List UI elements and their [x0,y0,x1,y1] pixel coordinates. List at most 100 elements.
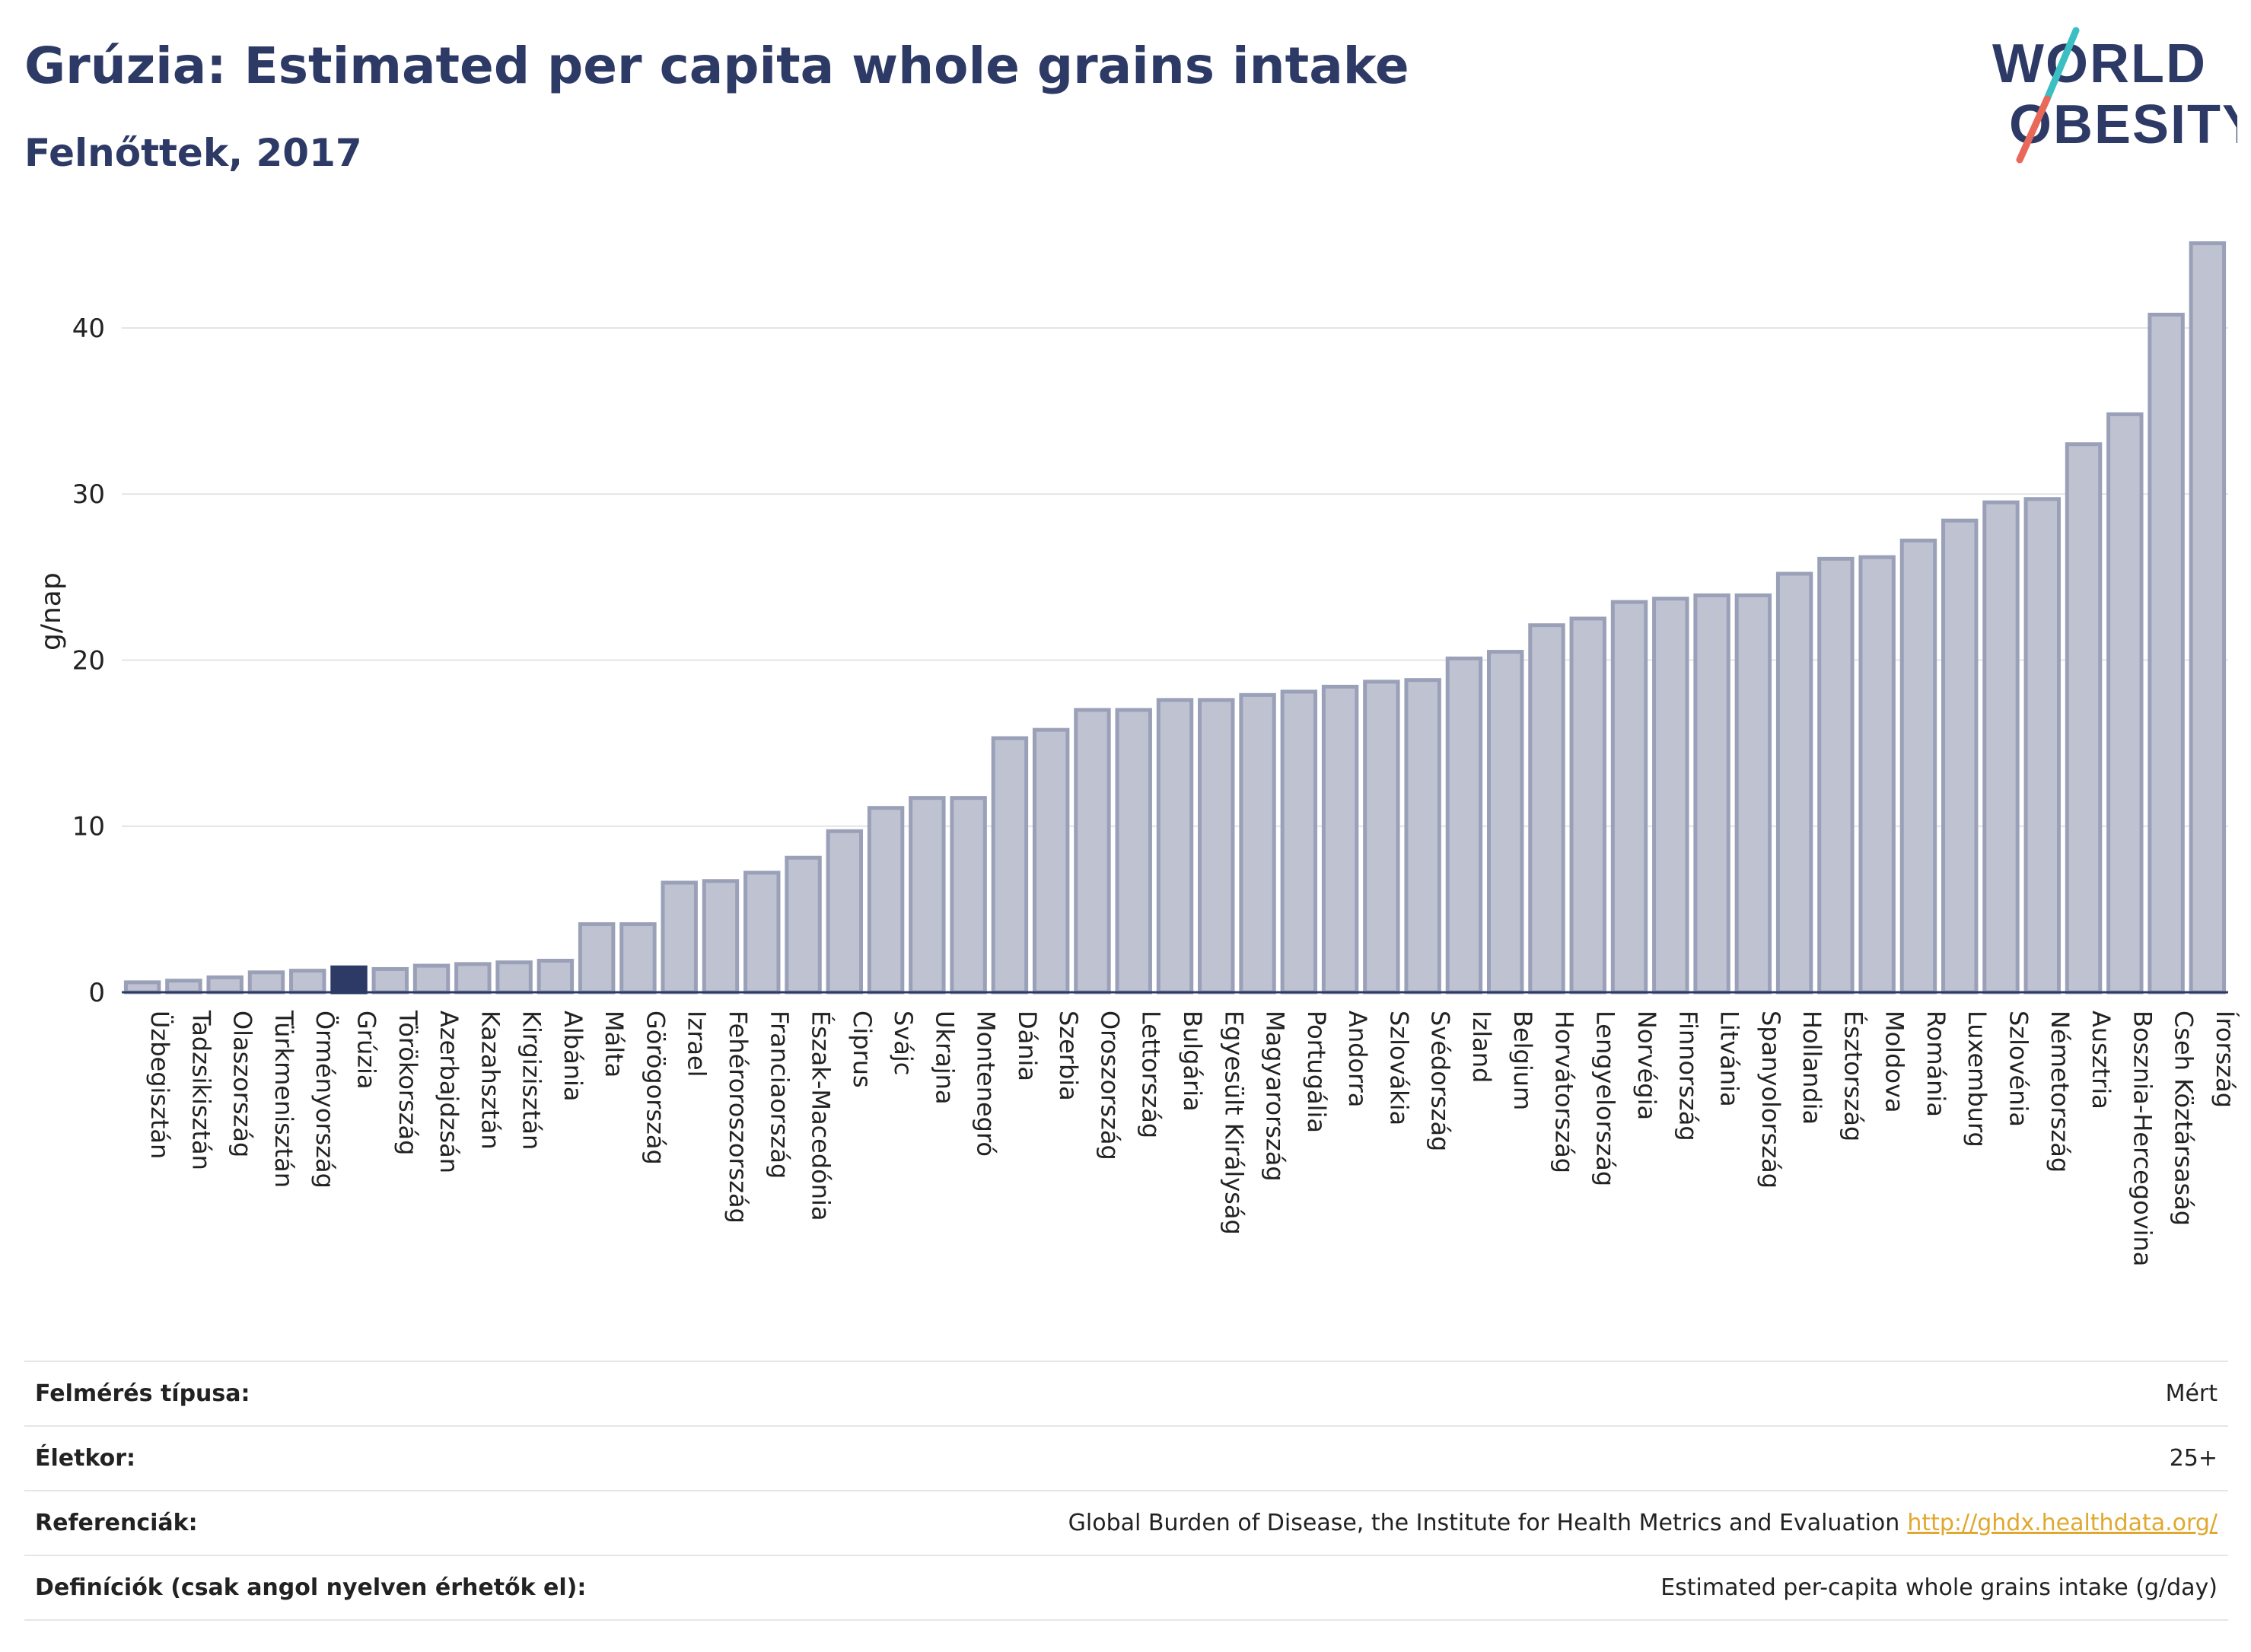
meta-row: Életkor: 25+ [24,1425,2228,1490]
x-tick-label: Üzbegisztán [145,1011,174,1159]
meta-value-text: 25+ [2169,1445,2218,1472]
x-tick-label: Görögország [641,1011,670,1165]
x-tick-label: Belgium [1508,1011,1537,1110]
meta-value: Global Burden of Disease, the Institute … [1068,1510,2228,1536]
x-tick-label: Ciprus [848,1011,877,1088]
meta-value-text: Mért [2165,1380,2218,1407]
chart-title: Grúzia: Estimated per capita whole grain… [24,37,1409,95]
logo-slash-coral [2016,95,2051,164]
bar [165,979,202,995]
x-tick-label: Izrael [683,1011,712,1077]
x-tick-label: Svájc [889,1011,918,1075]
bar [2148,312,2185,995]
reference-link[interactable]: http://ghdx.healthdata.org/ [1907,1510,2218,1536]
bar [1156,698,1194,995]
bar [867,806,905,995]
y-tick-label: 10 [72,812,105,842]
bar [1445,656,1483,995]
x-tick-label: Montenegró [972,1011,1001,1157]
x-tick-label: Szlovákia [1384,1011,1413,1125]
bar [2065,442,2103,995]
x-tick-label: Málta [600,1011,629,1077]
x-tick-label: Azerbajdzsán [435,1011,463,1173]
bar [1899,538,1937,995]
bar [536,959,575,995]
bar [1528,623,1565,995]
bar [412,963,451,995]
x-tick-label: Örményország [310,1011,339,1189]
bar [1486,650,1524,995]
x-tick-label: Hollandia [1797,1011,1826,1125]
world-obesity-logo: WORLD OBESITY [1992,27,2237,164]
logo-text-world: WORLD [1992,33,2207,94]
bar [661,880,698,995]
meta-label: Életkor: [35,1445,136,1472]
bar [826,829,864,995]
x-tick-label: Oroszország [1095,1011,1124,1160]
x-tick-label: Szlovénia [2004,1011,2033,1127]
bar [371,966,409,995]
bar [578,922,616,995]
logo-slash-teal [2043,27,2080,103]
x-tick-label: Ukrajna [930,1011,959,1105]
bar [1363,680,1400,995]
x-tick-label: Bulgária [1178,1011,1207,1112]
x-tick-label: Izland [1467,1011,1496,1083]
bar [2189,241,2227,995]
x-tick-label: Románia [1921,1011,1950,1117]
bar [991,736,1029,995]
x-tick-label: Olaszország [228,1011,257,1157]
bar [1569,616,1606,995]
bar [247,970,285,995]
meta-label: Referenciák: [35,1510,198,1536]
meta-value-text: Global Burden of Disease, the Institute … [1068,1510,1900,1536]
x-tick-label: Ausztria [2087,1011,2116,1109]
bar [1941,518,1979,995]
x-tick-label: Törökország [393,1010,422,1155]
x-tick-label: Fehéroroszország [724,1011,753,1224]
meta-row: Referenciák: Global Burden of Disease, th… [24,1490,2228,1555]
meta-label: Felmérés típusa: [35,1380,250,1407]
bar [454,962,492,995]
bar [950,796,987,995]
bar [1280,689,1318,995]
x-tick-label: Dánia [1013,1011,1042,1081]
bar [1198,698,1235,995]
x-tick-label: Lengyelország [1591,1011,1620,1186]
x-tick-label: Franciaország [765,1011,794,1179]
bar [1982,500,2020,995]
bar [1115,708,1152,995]
x-tick-label: Kirgizisztán [517,1011,546,1150]
bar [909,796,946,995]
x-tick-label: Norvégia [1632,1011,1661,1120]
x-tick-label: Magyarország [1261,1011,1290,1182]
bar [206,975,244,995]
bar [2106,412,2144,995]
bar [1321,684,1359,995]
bar-chart: 0 10 20 30 40 Üzbegisztán Tadzsikisztán Olaszor… [72,241,2240,1266]
x-tick-label: Bosznia-Hercegovina [2128,1011,2157,1266]
bar [785,855,822,995]
x-tick-label: Észtország [1839,1011,1867,1141]
bar [1404,678,1441,995]
bar [702,879,740,995]
bar [743,871,781,995]
x-tick-label: Moldova [1880,1011,1909,1113]
x-tick-label: Luxemburg [1963,1011,1992,1147]
meta-value: Mért [2166,1380,2228,1407]
x-tick-label: Grúzia [352,1011,381,1090]
x-tick-label: Türkmenisztán [269,1010,298,1188]
y-tick-label: 0 [88,978,105,1008]
bar [619,922,657,995]
bar [1239,692,1276,995]
bar-highlight [330,965,368,995]
x-tick-label: Portugália [1302,1011,1331,1133]
bar [123,980,161,995]
y-tick-label: 40 [72,314,105,344]
meta-row: Felmérés típusa: Mért [24,1361,2228,1425]
bar [1074,708,1111,995]
bar [1858,555,1896,995]
y-tick-label: 30 [72,479,105,510]
meta-row: Definíciók (csak angol nyelven érhetők e… [24,1555,2228,1621]
bar [1817,556,1855,995]
